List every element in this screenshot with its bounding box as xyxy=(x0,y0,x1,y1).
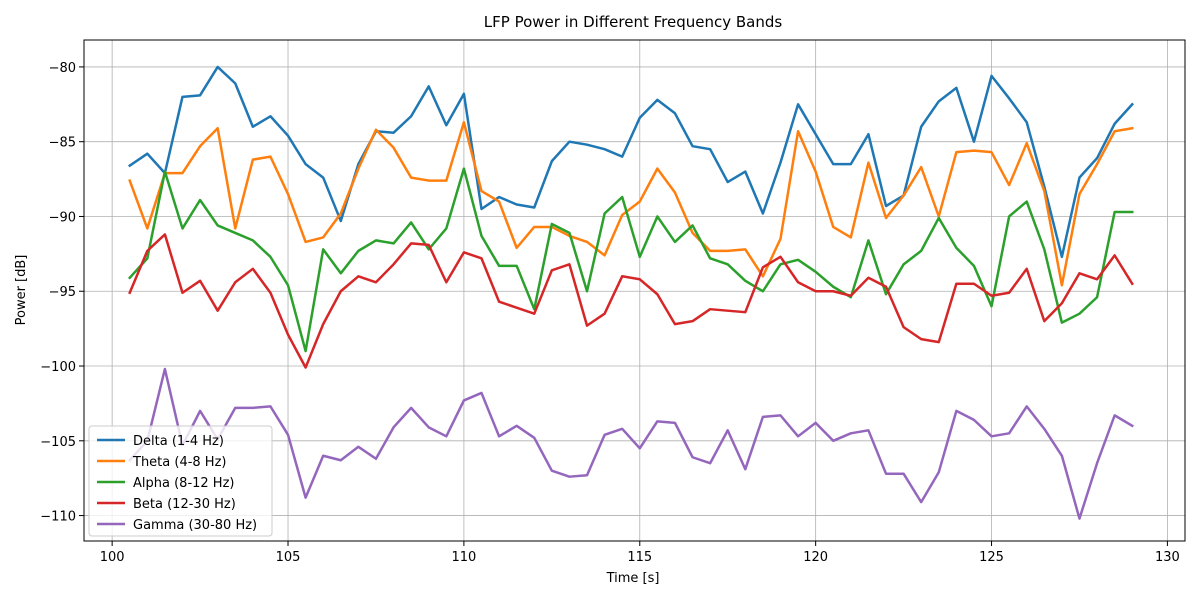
y-tick-label: −80 xyxy=(49,61,76,76)
series-line-gamma xyxy=(127,367,1134,520)
legend-label: Delta (1-4 Hz) xyxy=(133,434,224,449)
y-axis-label: Power [dB] xyxy=(14,255,29,326)
legend-box xyxy=(88,425,273,537)
y-tick-label: −95 xyxy=(49,285,76,300)
x-tick-label: 125 xyxy=(979,550,1004,565)
legend-entry: Beta (12-30 Hz) xyxy=(97,497,236,512)
series-layer xyxy=(127,65,1135,520)
y-tick-label: −100 xyxy=(40,360,76,375)
legend-label: Alpha (8-12 Hz) xyxy=(133,476,234,491)
legend-label: Theta (4-8 Hz) xyxy=(132,455,226,470)
legend-entry: Alpha (8-12 Hz) xyxy=(97,476,234,491)
y-tick-label: −110 xyxy=(40,510,76,525)
legend-label: Beta (12-30 Hz) xyxy=(133,497,236,512)
y-tick-label: −105 xyxy=(40,435,76,450)
x-tick-label: 130 xyxy=(1155,550,1180,565)
series-line-theta xyxy=(128,121,1134,287)
legend-entry: Theta (4-8 Hz) xyxy=(97,455,226,470)
x-tick-label: 110 xyxy=(451,550,476,565)
series-line-beta xyxy=(128,233,1134,369)
x-axis-ticks: 100 105 110 115 120 125 130 xyxy=(100,541,1180,565)
x-tick-label: 105 xyxy=(276,550,301,565)
y-tick-label: −90 xyxy=(49,210,76,225)
legend-entry: Delta (1-4 Hz) xyxy=(97,434,224,449)
x-tick-label: 100 xyxy=(100,550,125,565)
series-line-delta xyxy=(127,65,1135,259)
y-axis-ticks: −110 −105 −100 −95 −90 −85 −80 xyxy=(40,61,84,525)
x-tick-label: 120 xyxy=(803,550,828,565)
x-axis-label: Time [s] xyxy=(606,571,660,586)
series-line-alpha xyxy=(127,167,1134,353)
legend: Delta (1-4 Hz) Theta (4-8 Hz) Alpha (8-12 … xyxy=(88,425,273,537)
legend-label: Gamma (30-80 Hz) xyxy=(133,518,257,533)
plot-area-frame xyxy=(83,39,1186,542)
x-tick-label: 115 xyxy=(627,550,652,565)
legend-entry: Gamma (30-80 Hz) xyxy=(97,518,257,533)
chart-title: LFP Power in Different Frequency Bands xyxy=(484,13,783,31)
y-tick-label: −85 xyxy=(49,136,76,151)
